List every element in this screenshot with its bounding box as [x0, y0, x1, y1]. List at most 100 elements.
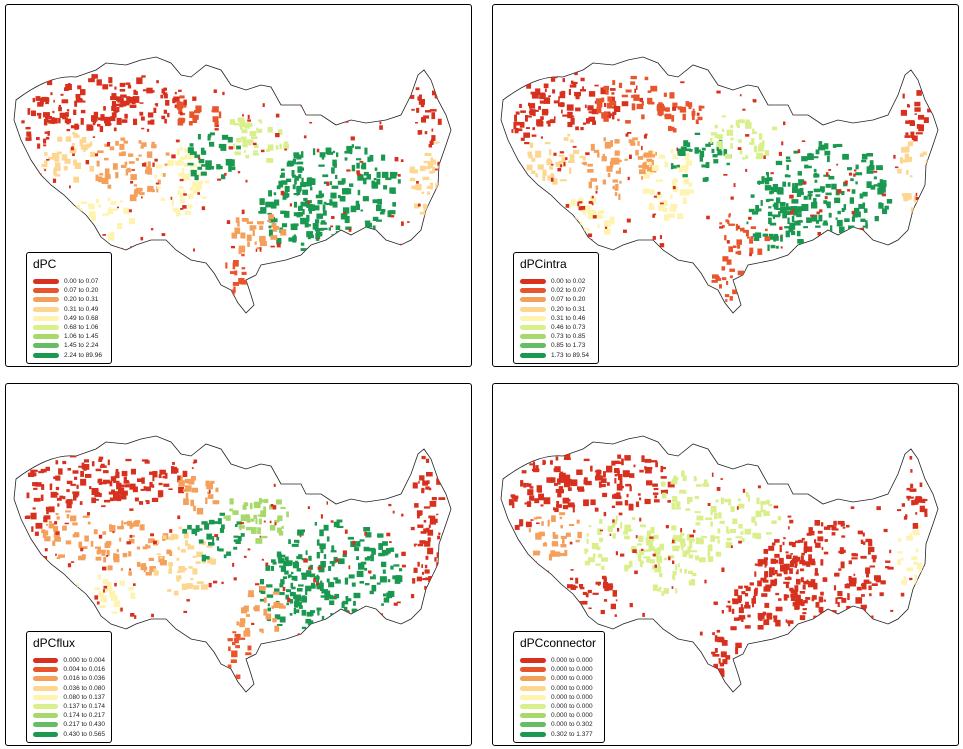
habitat-patch [129, 534, 133, 538]
habitat-patch [758, 143, 764, 146]
habitat-patch [268, 214, 274, 220]
habitat-patch [604, 102, 607, 107]
habitat-patch [276, 499, 282, 505]
habitat-patch [632, 549, 637, 553]
habitat-patch [684, 569, 687, 574]
habitat-patch [768, 504, 773, 507]
habitat-patch [869, 160, 874, 167]
habitat-patch [912, 523, 919, 529]
habitat-patch [432, 141, 440, 144]
habitat-patch [192, 555, 197, 558]
habitat-patch [243, 555, 247, 558]
habitat-patch [779, 226, 783, 230]
habitat-patch [65, 112, 69, 117]
habitat-patch [766, 532, 772, 535]
habitat-patch [603, 228, 611, 235]
habitat-patch [356, 158, 362, 161]
habitat-patch [710, 521, 713, 527]
legend-swatch [520, 297, 546, 303]
habitat-patch [21, 120, 25, 124]
habitat-patch [625, 89, 632, 93]
habitat-patch [323, 181, 329, 184]
habitat-patch [657, 588, 661, 592]
legend-item: 0.07 to 0.20 [520, 295, 592, 304]
habitat-patch [269, 520, 272, 524]
habitat-patch [136, 77, 143, 85]
habitat-patch [431, 135, 436, 141]
habitat-patch [201, 164, 207, 167]
habitat-patch [575, 577, 579, 584]
habitat-patch [130, 174, 137, 180]
habitat-patch [135, 187, 143, 192]
habitat-patch [659, 203, 664, 209]
habitat-patch [343, 606, 348, 612]
habitat-patch [248, 142, 252, 146]
habitat-patch [651, 165, 659, 171]
habitat-patch [910, 131, 915, 138]
habitat-patch [39, 97, 44, 105]
habitat-patch [580, 127, 584, 131]
legend-swatch [520, 306, 546, 312]
habitat-patch [375, 108, 379, 111]
habitat-patch [339, 196, 346, 202]
habitat-patch [147, 185, 154, 190]
habitat-patch [144, 460, 150, 464]
habitat-patch [550, 243, 555, 246]
habitat-patch [80, 470, 84, 477]
habitat-patch [242, 504, 247, 510]
habitat-patch [129, 568, 132, 571]
habitat-patch [832, 528, 839, 531]
habitat-patch [770, 572, 776, 576]
habitat-patch [401, 221, 404, 226]
habitat-patch [782, 181, 787, 187]
habitat-patch [419, 475, 425, 481]
habitat-patch [54, 174, 61, 177]
habitat-patch [751, 138, 755, 143]
habitat-patch [381, 245, 383, 248]
habitat-patch [771, 520, 777, 524]
habitat-patch [757, 248, 763, 255]
habitat-patch [611, 92, 615, 95]
habitat-patch [329, 600, 335, 605]
habitat-patch [381, 171, 389, 178]
habitat-patch [140, 116, 145, 121]
habitat-patch [846, 605, 851, 611]
habitat-patch [318, 564, 325, 569]
habitat-patch [860, 583, 864, 587]
habitat-patch [558, 552, 565, 557]
habitat-patch [318, 164, 325, 167]
habitat-patch [612, 179, 618, 183]
habitat-patch [253, 606, 259, 610]
habitat-patch [531, 92, 539, 99]
habitat-patch [782, 541, 785, 546]
habitat-patch [560, 600, 566, 604]
habitat-patch [34, 203, 36, 207]
habitat-patch [792, 183, 795, 190]
habitat-patch [855, 164, 859, 170]
habitat-patch [295, 175, 299, 181]
habitat-patch [191, 476, 196, 481]
habitat-patch [319, 529, 324, 537]
habitat-patch [182, 205, 187, 209]
habitat-patch [304, 200, 310, 207]
habitat-patch [123, 522, 130, 525]
habitat-patch [260, 499, 267, 503]
habitat-patch [35, 96, 41, 101]
habitat-patch [344, 577, 349, 585]
habitat-patch [557, 167, 562, 172]
habitat-patch [72, 153, 75, 156]
habitat-patch [720, 670, 725, 678]
habitat-patch [298, 554, 303, 560]
habitat-patch [107, 184, 112, 189]
habitat-patch [424, 131, 428, 135]
habitat-patch [769, 222, 777, 226]
habitat-patch [306, 214, 310, 222]
habitat-patch [426, 472, 433, 477]
habitat-patch [159, 560, 167, 566]
habitat-patch [128, 551, 132, 557]
habitat-patch [660, 476, 667, 479]
habitat-patch [289, 97, 295, 99]
habitat-patch [642, 162, 649, 170]
habitat-patch [112, 531, 115, 534]
legend-dpc: dPC 0.00 to 0.07 0.07 to 0.20 0.20 to 0.31… [26, 252, 112, 364]
